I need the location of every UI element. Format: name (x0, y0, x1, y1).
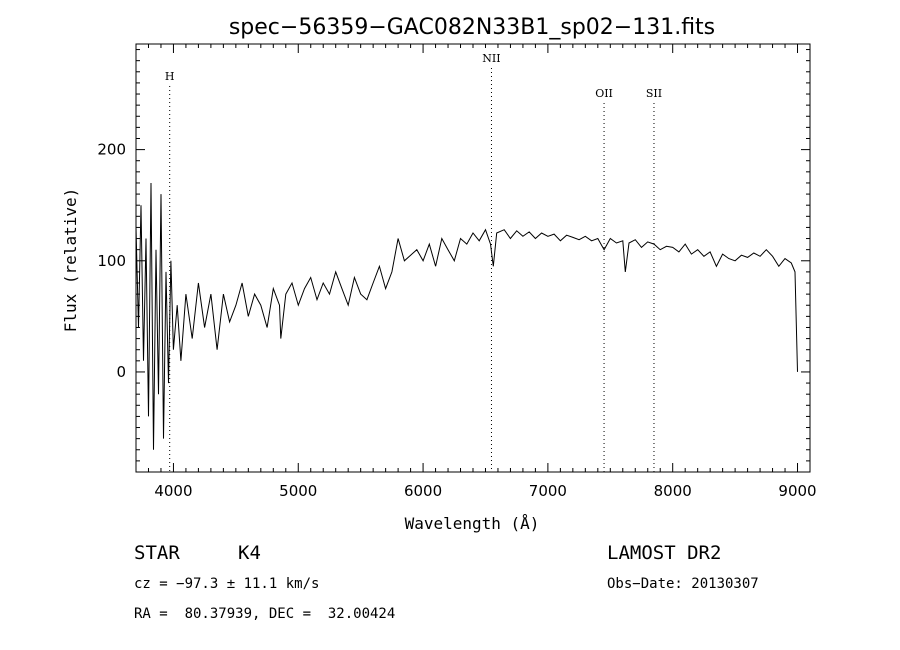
object-subclass: K4 (238, 542, 261, 564)
y-tick-label: 100 (97, 252, 126, 270)
chart-title: spec−56359−GAC082N33B1_sp02−131.fits (229, 15, 715, 40)
x-axis-label: Wavelength (Å) (405, 514, 540, 533)
emission-line-label: H (165, 70, 175, 83)
emission-line-markers: H NII OII SII (165, 52, 662, 472)
object-class: STAR (134, 542, 180, 564)
emission-line-label: SII (646, 87, 662, 100)
axis-ticks: 4000 5000 6000 7000 8000 9000 0 100 200 (97, 44, 817, 500)
survey-name: LAMOST DR2 (607, 542, 722, 564)
y-axis-label: Flux (relative) (61, 188, 80, 333)
plot-area (135, 43, 811, 473)
sky-coordinates: RA = 80.37939, DEC = 32.00424 (134, 606, 396, 622)
x-tick-label: 4000 (154, 482, 192, 500)
redshift-velocity: cz = −97.3 ± 11.1 km/s (134, 576, 320, 592)
x-tick-label: 7000 (529, 482, 567, 500)
y-tick-label: 0 (116, 363, 126, 381)
x-tick-label: 5000 (279, 482, 317, 500)
y-tick-label: 200 (97, 141, 126, 159)
x-tick-label: 6000 (404, 482, 442, 500)
emission-line-label: OII (595, 87, 613, 100)
spectrum-series-line (135, 182, 798, 450)
x-tick-label: 9000 (778, 482, 816, 500)
x-tick-label: 8000 (654, 482, 692, 500)
emission-line-label: NII (482, 52, 500, 65)
observation-date: Obs−Date: 20130307 (607, 576, 759, 592)
plot-frame (135, 43, 811, 473)
